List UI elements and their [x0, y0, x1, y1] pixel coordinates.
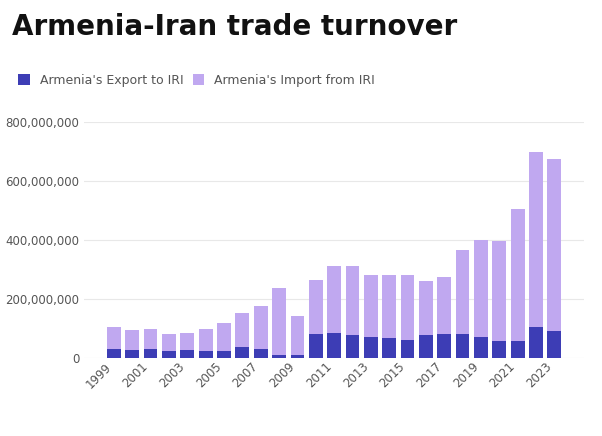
Bar — [107, 349, 121, 358]
Bar — [382, 275, 396, 338]
Bar — [456, 334, 470, 358]
Bar — [162, 351, 176, 358]
Bar — [144, 329, 158, 349]
Bar — [364, 337, 377, 358]
Bar — [162, 334, 176, 351]
Bar — [217, 323, 231, 351]
Bar — [474, 337, 488, 358]
Bar — [401, 275, 414, 340]
Bar — [217, 351, 231, 358]
Bar — [437, 276, 451, 334]
Bar — [291, 317, 304, 354]
Bar — [437, 334, 451, 358]
Bar — [272, 354, 286, 358]
Bar — [144, 349, 158, 358]
Bar — [309, 279, 323, 334]
Bar — [107, 327, 121, 349]
Bar — [492, 241, 506, 341]
Bar — [272, 288, 286, 354]
Bar — [492, 341, 506, 358]
Bar — [529, 152, 543, 327]
Bar — [529, 327, 543, 358]
Bar — [401, 340, 414, 358]
Bar — [510, 341, 524, 358]
Bar — [382, 338, 396, 358]
Bar — [125, 350, 139, 358]
Bar — [474, 240, 488, 337]
Text: Armenia-Iran trade turnover: Armenia-Iran trade turnover — [12, 13, 458, 41]
Bar — [456, 250, 470, 334]
Bar — [291, 354, 304, 358]
Bar — [327, 333, 341, 358]
Bar — [125, 330, 139, 350]
Bar — [199, 329, 213, 351]
Bar — [547, 159, 561, 331]
Bar — [181, 350, 194, 358]
Bar — [235, 313, 249, 347]
Bar — [419, 281, 433, 335]
Bar — [235, 347, 249, 358]
Legend: Armenia's Export to IRI, Armenia's Import from IRI: Armenia's Export to IRI, Armenia's Impor… — [18, 74, 375, 87]
Bar — [199, 351, 213, 358]
Bar — [309, 334, 323, 358]
Bar — [327, 266, 341, 333]
Bar — [419, 335, 433, 358]
Bar — [181, 333, 194, 350]
Bar — [254, 349, 267, 358]
Bar — [364, 275, 377, 337]
Bar — [346, 335, 359, 358]
Bar — [346, 266, 359, 335]
Bar — [510, 209, 524, 341]
Bar — [547, 331, 561, 358]
Bar — [254, 306, 267, 349]
